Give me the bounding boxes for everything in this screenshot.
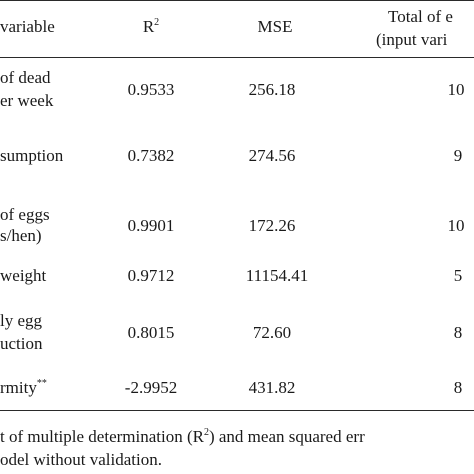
footnote-line2: odel without validation. xyxy=(0,450,162,469)
header-r2: R2 xyxy=(143,17,159,37)
row2-total: 9 xyxy=(453,146,463,165)
row1-variable-line2: er week xyxy=(0,91,54,110)
header-bottom-rule xyxy=(0,57,474,58)
table-top-rule xyxy=(0,0,474,1)
header-r2-sup: 2 xyxy=(154,17,160,28)
row1-mse: 256.18 xyxy=(248,80,296,99)
row6-mse: 431.82 xyxy=(248,378,296,397)
row2-variable-line1: sumption xyxy=(0,146,64,165)
row6-variable: rmity** xyxy=(0,378,47,398)
row6-variable-sup: ** xyxy=(36,378,47,389)
row1-variable-line1: of dead xyxy=(0,68,51,87)
row1-r2: 0.9533 xyxy=(127,80,175,99)
row1-total: 10 xyxy=(447,80,465,99)
row4-mse: 11154.41 xyxy=(245,266,309,285)
row4-variable-line1: weight xyxy=(0,266,47,285)
row6-r2: -2.9952 xyxy=(124,378,178,397)
row2-r2: 0.7382 xyxy=(127,146,175,165)
row5-r2: 0.8015 xyxy=(127,323,175,342)
row3-r2: 0.9901 xyxy=(127,216,175,235)
row6-total: 8 xyxy=(453,378,463,397)
row3-mse: 172.26 xyxy=(248,216,296,235)
row3-variable-line1: of eggs xyxy=(0,205,50,224)
row6-variable-text: rmity xyxy=(0,378,37,397)
row5-total: 8 xyxy=(453,323,463,342)
row3-variable-line2: s/hen) xyxy=(0,226,42,245)
header-mse: MSE xyxy=(257,17,293,36)
footnote-line1-sup: 2 xyxy=(203,427,209,438)
footnote-line1-b: ) and mean squared err xyxy=(208,427,365,446)
row5-mse: 72.60 xyxy=(252,323,292,342)
footnote-line1: t of multiple determination (R2) and mea… xyxy=(0,427,365,447)
row2-mse: 274.56 xyxy=(248,146,296,165)
header-r2-base: R xyxy=(142,17,155,36)
header-total-line2: (input vari xyxy=(376,30,448,49)
row4-r2: 0.9712 xyxy=(127,266,175,285)
row4-total: 5 xyxy=(453,266,463,285)
footnote-line1-a: t of multiple determination (R xyxy=(0,427,204,446)
row5-variable-line2: uction xyxy=(0,334,43,353)
table-bottom-rule xyxy=(0,410,474,411)
row3-total: 10 xyxy=(447,216,465,235)
header-total-line1: Total of e xyxy=(388,7,453,26)
header-variable: variable xyxy=(0,17,55,36)
row5-variable-line1: ly egg xyxy=(0,311,43,330)
